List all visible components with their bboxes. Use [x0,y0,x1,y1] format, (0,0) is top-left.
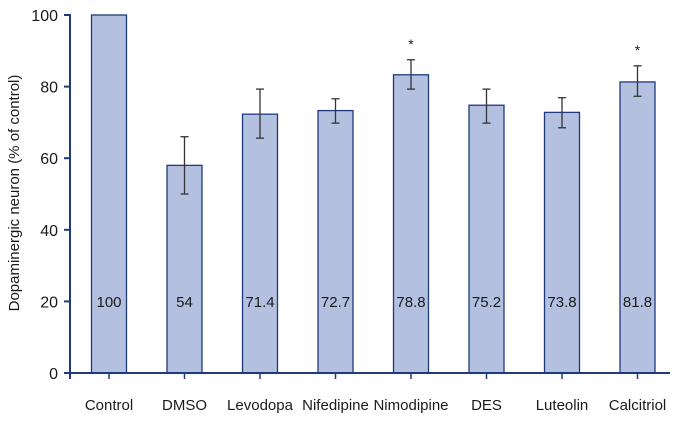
y-axis-label: Dopaminergic neuron (% of control) [6,75,23,312]
x-tick-label-des: DES [471,397,502,414]
x-tick-label-calcitriol: Calcitriol [609,397,667,414]
bars-group [90,14,656,374]
data-label-nifedipine: 72.7 [321,294,350,311]
y-tick-label-100: 100 [31,8,58,25]
bar-levodopa [241,113,279,374]
y-tick-label-0: 0 [49,366,58,383]
labels-group: 0 20 40 60 80 100 100 Control 54 DMSO 71.4 Levodopa… [31,8,666,414]
data-label-luteolin: 73.8 [547,294,576,311]
y-tick-label-40: 40 [40,223,58,240]
bar-nifedipine [317,109,354,374]
data-label-control: 100 [96,294,121,311]
bar-control [90,14,128,374]
significance-marker-nimodipine: * [408,36,414,52]
x-tick-label-control: Control [85,397,133,414]
x-tick-label-levodopa: Levodopa [227,397,294,414]
x-tick-label-nifedipine: Nifedipine [302,397,369,414]
x-tick-label-nimodipine: Nimodipine [373,397,448,414]
data-label-des: 75.2 [472,294,501,311]
axes-group [64,14,670,379]
x-tick-label-luteolin: Luteolin [536,397,589,414]
y-tick-label-80: 80 [40,80,58,97]
bar-des [468,104,505,374]
bar-dmso [166,164,203,374]
data-label-levodopa: 71.4 [245,294,274,311]
bar-nimodipine [392,74,430,374]
bar-luteolin [543,111,581,374]
y-tick-label-60: 60 [40,151,58,168]
error-bars-group [180,59,642,195]
bar-calcitriol [619,81,656,374]
significance-marker-calcitriol: * [635,42,641,58]
data-label-calcitriol: 81.8 [623,294,652,311]
data-label-dmso: 54 [176,294,193,311]
y-tick-label-20: 20 [40,294,58,311]
x-tick-label-dmso: DMSO [162,397,207,414]
data-label-nimodipine: 78.8 [396,294,425,311]
